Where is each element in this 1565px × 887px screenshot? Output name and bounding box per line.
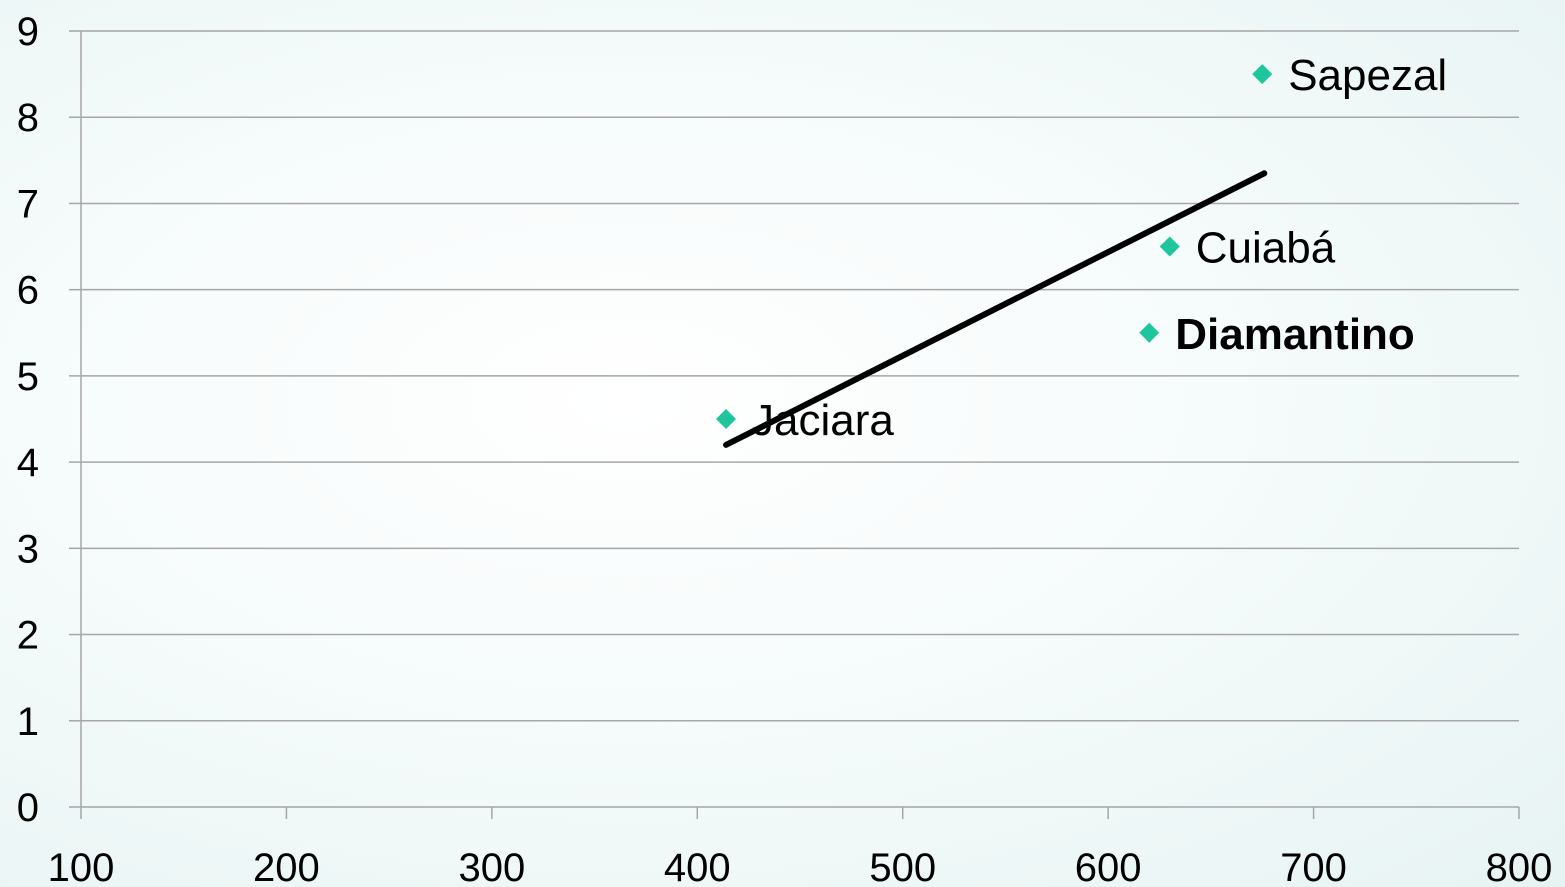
x-tick-label: 400 xyxy=(664,846,731,887)
data-label: Diamantino xyxy=(1175,310,1415,359)
y-tick-label: 0 xyxy=(17,786,39,830)
y-tick-label: 5 xyxy=(17,355,39,399)
y-tick-label: 6 xyxy=(17,269,39,313)
y-tick-label: 9 xyxy=(17,10,39,54)
x-tick-label: 600 xyxy=(1075,846,1142,887)
point-labels: Jaciara Diamantino Cuiabá Sapezal xyxy=(752,51,1447,445)
data-point xyxy=(716,409,737,429)
x-tick-label: 200 xyxy=(253,846,320,887)
data-point xyxy=(1159,236,1180,257)
data-label: Cuiabá xyxy=(1196,224,1336,273)
axes xyxy=(69,30,1520,819)
x-tick-labels: 100 200 300 400 500 600 700 800 xyxy=(48,846,1553,887)
gridlines xyxy=(81,30,1519,722)
trendline-group xyxy=(723,170,1268,448)
y-tick-label: 3 xyxy=(17,527,39,571)
y-tick-label: 1 xyxy=(17,700,39,744)
data-label: Sapezal xyxy=(1288,51,1447,100)
y-tick-label: 4 xyxy=(17,441,39,485)
y-tick-label: 2 xyxy=(17,614,39,658)
x-tick-label: 700 xyxy=(1280,846,1347,887)
x-tick-label: 800 xyxy=(1486,846,1553,887)
data-point xyxy=(1252,64,1273,85)
data-label: Jaciara xyxy=(752,396,894,445)
x-tick-label: 300 xyxy=(458,846,525,887)
data-points xyxy=(716,64,1273,429)
x-tick-label: 100 xyxy=(48,846,115,887)
x-tick-label: 500 xyxy=(869,846,936,887)
data-point xyxy=(1139,322,1160,343)
y-tick-label: 7 xyxy=(17,182,39,226)
y-tick-labels: 0 1 2 3 4 5 6 7 8 9 xyxy=(17,10,39,830)
trendline xyxy=(723,170,1268,448)
y-tick-label: 8 xyxy=(17,96,39,140)
